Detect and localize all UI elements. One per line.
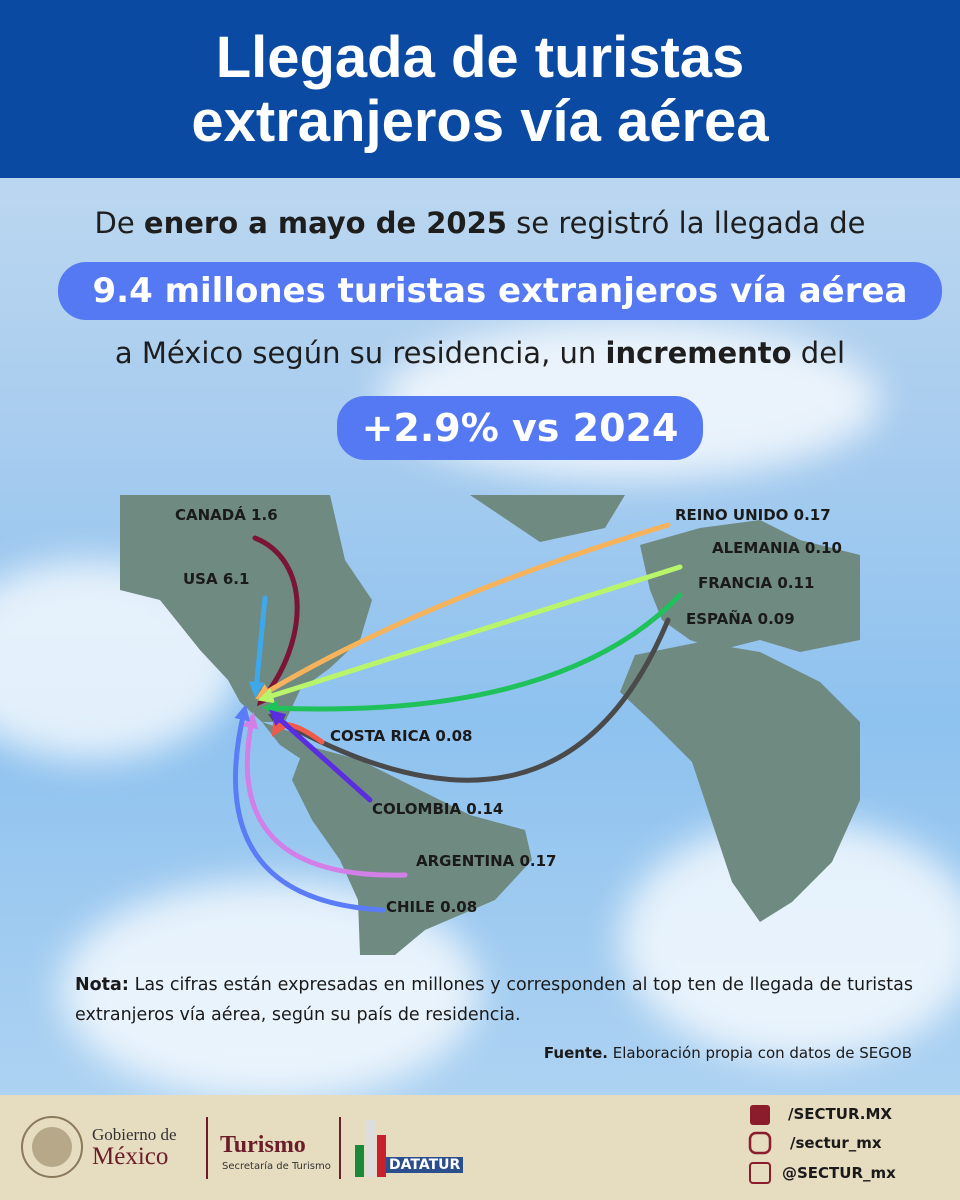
- text: se registró la llegada de: [516, 206, 866, 240]
- social-handle: @SECTUR_mx: [782, 1164, 896, 1182]
- flow-label: REINO UNIDO 0.17: [675, 506, 831, 524]
- turismo-sub: Secretaría de Turismo: [222, 1161, 331, 1172]
- logo-bar: [377, 1135, 386, 1177]
- land: [120, 495, 860, 955]
- x-icon: [749, 1162, 771, 1184]
- flow-label: CHILE 0.08: [386, 898, 477, 916]
- flow-label: CANADÁ 1.6: [175, 505, 278, 524]
- note-label: Nota:: [75, 975, 129, 995]
- logo-bar: [355, 1145, 364, 1177]
- emphasis: incremento: [605, 336, 792, 370]
- highlight: 9.4 millones turistas extranjeros vía aé…: [58, 262, 942, 320]
- flow-arrow: [269, 709, 373, 803]
- flow-arrow: [262, 592, 683, 717]
- flow-arrow: [255, 522, 671, 700]
- gob-line: México: [92, 1143, 169, 1170]
- flow-arrow: [233, 704, 386, 913]
- flow-label: COSTA RICA 0.08: [330, 727, 472, 745]
- title: Llegada de turistas extranjeros vía aére…: [0, 0, 960, 178]
- note-text: Las cifras están expresadas en millones …: [75, 975, 913, 1025]
- facebook-icon: [750, 1105, 770, 1125]
- flow-label: USA 6.1: [183, 570, 249, 588]
- flow-label: COLOMBIA 0.14: [372, 800, 503, 818]
- footer: Gobierno de México Turismo Secretaría de…: [0, 1095, 960, 1200]
- title-line: Llegada de turistas: [215, 25, 745, 90]
- logo-bar: [366, 1120, 375, 1177]
- flow-arrow: [252, 535, 300, 707]
- source: Fuente. Elaboración propia con datos de …: [544, 1044, 912, 1062]
- text: De: [94, 206, 135, 240]
- europe: [640, 520, 860, 652]
- intro-line: De enero a mayo de 2025 se registró la l…: [0, 206, 960, 240]
- flow-label: ESPAÑA 0.09: [686, 609, 795, 628]
- turismo: Turismo: [220, 1132, 306, 1158]
- arrows: [233, 522, 683, 913]
- flow-arrow: [271, 719, 325, 745]
- badge: +2.9% vs 2024: [337, 396, 703, 460]
- datatur: DATATUR: [386, 1157, 464, 1173]
- seal: [21, 1116, 83, 1178]
- flow-arrow: [248, 595, 268, 698]
- flow-label: ARGENTINA 0.17: [416, 852, 556, 870]
- title-line: extranjeros vía aérea: [191, 89, 769, 154]
- intro-line: a México según su residencia, un increme…: [0, 336, 960, 370]
- north-america: [120, 495, 372, 722]
- source-text: Elaboración propia con datos de SEGOB: [612, 1044, 912, 1062]
- flow-arrow: [268, 617, 671, 783]
- greenland: [470, 495, 625, 542]
- seal: [32, 1127, 72, 1167]
- gob-line: Gobierno de: [92, 1125, 177, 1144]
- instagram-icon: [748, 1131, 772, 1155]
- text: a México según su residencia, un: [114, 336, 597, 370]
- flow-label: ALEMANIA 0.10: [712, 539, 842, 557]
- social-handle: /sectur_mx: [790, 1134, 882, 1152]
- labels: CANADÁ 1.6 USA 6.1 REINO UNIDO 0.17 ALEMANI…: [175, 505, 842, 916]
- flow-label: FRANCIA 0.11: [698, 574, 814, 592]
- south-america: [292, 745, 532, 955]
- note: Nota: Las cifras están expresadas en mil…: [75, 970, 913, 1030]
- source-label: Fuente.: [543, 1044, 608, 1062]
- text: del: [800, 336, 846, 370]
- flow-arrow: [242, 712, 408, 878]
- flow-map: CANADÁ 1.6 USA 6.1 REINO UNIDO 0.17 ALEMANI…: [120, 495, 860, 955]
- flow-arrow: [257, 564, 683, 704]
- social-handle: /SECTUR.MX: [788, 1105, 892, 1123]
- emphasis: enero a mayo de 2025: [143, 206, 507, 240]
- footer-graphics: [21, 1105, 772, 1184]
- africa: [620, 642, 860, 922]
